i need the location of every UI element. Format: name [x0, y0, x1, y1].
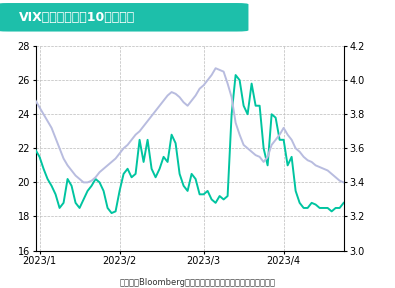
FancyBboxPatch shape: [0, 3, 248, 32]
Text: （出所：Bloombergより住友商事グローバルリサーチ作成）: （出所：Bloombergより住友商事グローバルリサーチ作成）: [120, 278, 275, 287]
Text: VIX指数と米国債10年利回り: VIX指数と米国債10年利回り: [19, 11, 135, 24]
Legend: VIX指数, 米国債10年利回り（右）: VIX指数, 米国債10年利回り（右）: [34, 0, 200, 3]
